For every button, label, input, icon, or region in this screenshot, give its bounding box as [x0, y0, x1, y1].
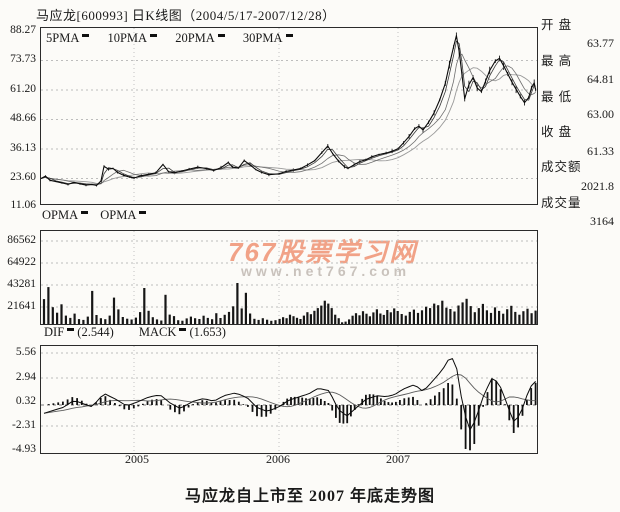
legend-item-5pma: 5PMA — [46, 31, 90, 45]
quote-turnover-label: 成交额 — [541, 160, 582, 174]
opma2-marker-icon — [139, 211, 147, 214]
volume-bars — [42, 283, 537, 324]
price-ma-lines — [41, 40, 536, 186]
volume-ytick: 86562 — [7, 234, 36, 246]
macd-histogram — [47, 379, 537, 451]
legend-30pma-label: 30PMA — [242, 31, 283, 45]
volume-ytick: 43281 — [7, 278, 36, 290]
x-tick-2007: 2007 — [386, 452, 410, 466]
macd-ytick: 2.94 — [15, 371, 36, 383]
macd-ytick: -2.31 — [12, 419, 36, 431]
legend-dif-label: DIF — [44, 325, 65, 339]
quote-close-value: 61.33 — [587, 144, 614, 158]
10pma-marker-icon — [150, 34, 158, 37]
price-ytick: 61.20 — [10, 83, 36, 95]
legend-item-opma1: OPMA — [42, 208, 89, 222]
quote-close-label: 收 盘 — [541, 125, 573, 139]
price-ytick: 88.27 — [10, 24, 36, 36]
x-tick-2006: 2006 — [266, 452, 290, 466]
dif-value: (2.544) — [77, 325, 114, 339]
quote-turnover-value: 2021.8 — [581, 179, 614, 193]
price-ytick: 23.60 — [10, 171, 36, 183]
macd-ytick: 5.56 — [15, 346, 36, 358]
page-title: 马应龙[600993] 日K线图（2004/5/17-2007/12/28） — [36, 8, 336, 23]
price-ytick: 73.73 — [10, 53, 36, 65]
macd-panel — [40, 345, 538, 454]
watermark-site-name: 767股票学习网 — [228, 237, 418, 267]
mack-marker-icon — [179, 328, 187, 331]
quote-low-value: 63.00 — [587, 107, 614, 121]
legend-opma2-label: OPMA — [100, 208, 137, 222]
dif-marker-icon — [67, 328, 75, 331]
legend-opma1-label: OPMA — [42, 208, 79, 222]
price-ma-legend: 5PMA 10PMA 20PMA 30PMA — [46, 31, 308, 46]
legend-10pma-label: 10PMA — [107, 31, 148, 45]
price-ytick: 48.66 — [10, 112, 36, 124]
legend-item-10pma: 10PMA — [107, 31, 158, 45]
dif-dea-lines — [43, 358, 536, 431]
quote-volume-value: 3164 — [590, 214, 614, 228]
x-tick-2005: 2005 — [125, 452, 149, 466]
quote-high-label: 最 高 — [541, 54, 573, 68]
macd-ytick: 0.32 — [15, 395, 36, 407]
price-panel: 5PMA 10PMA 20PMA 30PMA — [40, 27, 538, 205]
price-close-line — [41, 35, 537, 187]
price-ytick: 11.06 — [10, 199, 36, 211]
legend-item-20pma: 20PMA — [175, 31, 225, 45]
legend-mack-label: MACK — [138, 325, 177, 339]
macd-legend: DIF (2.544) MACK (1.653) — [44, 325, 226, 340]
20pma-marker-icon — [217, 34, 225, 37]
macd-ytick: -4.93 — [12, 443, 36, 455]
volume-chart — [41, 231, 537, 324]
legend-5pma-label: 5PMA — [46, 31, 80, 45]
quote-open-value: 63.77 — [587, 36, 614, 50]
quote-open-label: 开 盘 — [541, 18, 573, 32]
volume-ma-legend: OPMA OPMA — [42, 208, 155, 223]
macd-chart — [41, 346, 537, 453]
opma1-marker-icon — [81, 211, 89, 214]
figure-caption: 马应龙自上市至 2007 年底走势图 — [184, 488, 435, 505]
watermark-site-url: www.net767.com — [241, 263, 411, 279]
quote-volume-label: 成交量 — [541, 196, 582, 210]
quote-high-value: 64.81 — [587, 72, 614, 86]
price-ytick: 36.13 — [10, 142, 36, 154]
volume-ytick: 21641 — [7, 300, 36, 312]
mack-value: (1.653) — [189, 325, 226, 339]
candle-wicks — [41, 32, 537, 187]
volume-ytick: 64922 — [7, 256, 36, 268]
price-chart — [41, 28, 537, 204]
legend-item-30pma: 30PMA — [243, 31, 293, 45]
legend-item-opma2: OPMA — [100, 208, 147, 222]
volume-panel — [40, 230, 538, 325]
5pma-marker-icon — [82, 34, 90, 37]
legend-20pma-label: 20PMA — [175, 31, 215, 45]
quote-low-label: 最 低 — [541, 90, 573, 104]
30pma-marker-icon — [285, 34, 293, 37]
